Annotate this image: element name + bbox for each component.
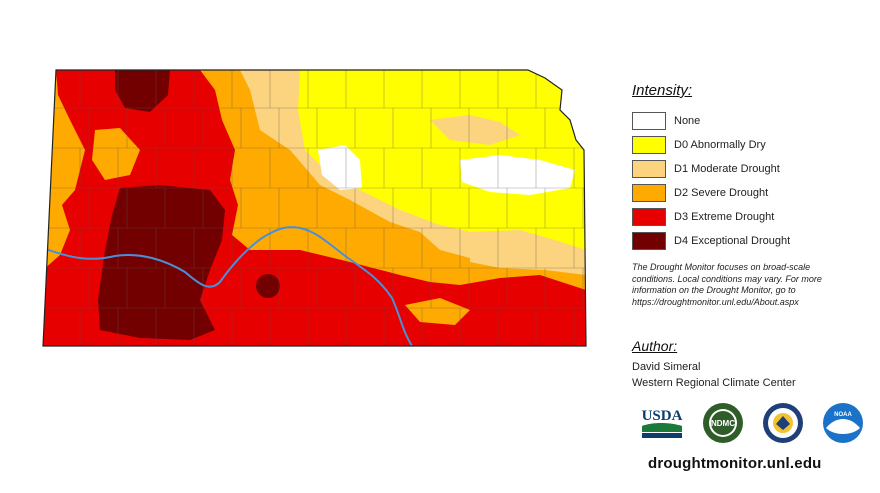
zone-d1-se [470,250,586,275]
legend: Intensity: None D0 Abnormally Dry D1 Mod… [632,82,872,253]
ndmc-logo: NDMC [703,403,743,443]
kansas-drought-map [42,69,587,347]
legend-swatch-none [632,112,666,130]
legend-label-none: None [674,115,701,127]
legend-swatch-d4 [632,232,666,250]
legend-item-d2: D2 Severe Drought [632,181,872,205]
legend-title: Intensity: [632,82,693,99]
note-line-2: conditions. Local conditions may vary. F… [632,273,822,284]
zone-d1-ne-patch [430,115,520,145]
drought-zones [43,70,586,346]
legend-swatch-d2 [632,184,666,202]
usda-logo: USDA [642,408,683,438]
author-name: David Simeral [632,361,701,373]
usda-logo-text: USDA [642,408,683,424]
noaa-logo-text: NOAA [834,412,852,418]
legend-item-d3: D3 Extreme Drought [632,205,872,229]
legend-label-d2: D2 Severe Drought [674,187,769,199]
legend-swatch-d0 [632,136,666,154]
kansas-outline [42,69,587,347]
legend-label-d0: D0 Abnormally Dry [674,139,766,151]
zone-d4-sw [98,185,225,340]
zone-d2-nw-patch [92,128,140,180]
legend-item-d0: D0 Abnormally Dry [632,133,872,157]
zone-none-1 [318,145,362,190]
noaa-logo: NOAA [823,403,863,443]
legend-label-d4: D4 Exceptional Drought [674,235,791,247]
zone-d4-spot [256,274,280,298]
note-line-1: The Drought Monitor focuses on broad-sca… [632,262,811,272]
site-url: droughtmonitor.unl.edu [648,455,822,472]
arkansas-river [43,226,413,346]
legend-label-d3: D3 Extreme Drought [674,211,775,223]
legend-item-d1: D1 Moderate Drought [632,157,872,181]
legend-item-none: None [632,109,872,133]
drought-monitor-note: The Drought Monitor focuses on broad-sca… [632,262,872,308]
legend-swatch-d3 [632,208,666,226]
legend-item-d4: D4 Exceptional Drought [632,229,872,253]
county-grid [43,70,586,346]
note-line-4: https://droughtmonitor.unl.edu/About.asp… [632,296,799,307]
note-line-3: information on the Drought Monitor, go t… [632,285,796,295]
zone-d2-se-patch [405,298,470,325]
ndmc-logo-text: NDMC [711,419,735,428]
partner-logos: USDA NDMC NOAA [640,402,870,448]
commerce-seal-logo [763,403,803,443]
author-title: Author: [632,338,678,354]
zone-d0-east [298,70,586,250]
author-org: Western Regional Climate Center [632,377,796,389]
legend-label-d1: D1 Moderate Drought [674,163,780,175]
zone-none-2 [460,155,575,195]
legend-swatch-d1 [632,160,666,178]
